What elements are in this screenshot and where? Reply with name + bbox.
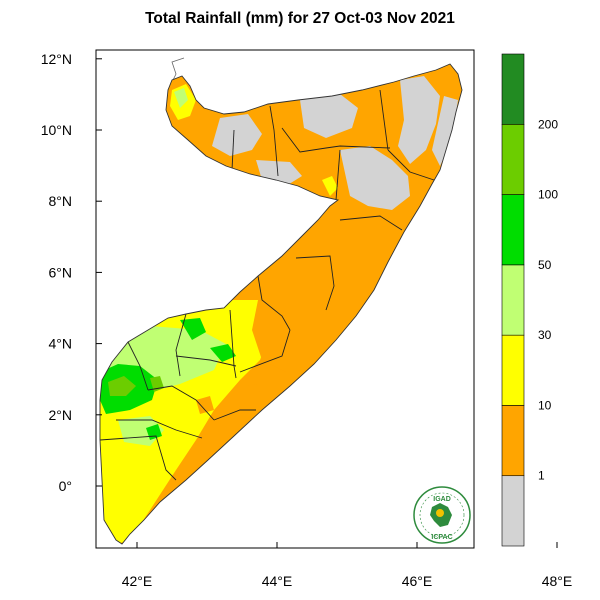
colorbar-bin [501, 264, 525, 336]
colorbar: 1 10 30 50 100 200 [501, 53, 558, 547]
y-tick-label: 10°N [41, 122, 72, 138]
igad-icpac-logo: IGAD ICPAC [413, 486, 471, 544]
logo-sun-icon [436, 509, 444, 517]
rain-zone-30-50-north [174, 88, 188, 108]
x-tick-label: 46°E [402, 573, 433, 589]
x-tick-label: 44°E [262, 573, 293, 589]
rain-zone-1-10-south [196, 268, 350, 414]
y-tick-label: 12°N [41, 51, 72, 67]
logo-wreath [419, 492, 465, 538]
colorbar-label: 100 [538, 188, 558, 202]
colorbar-label: 200 [538, 117, 558, 131]
colorbar-label: 30 [538, 328, 552, 342]
logo-bottom-text: ICPAC [431, 534, 452, 541]
colorbar-bin [501, 334, 525, 406]
colorbar-bin [501, 405, 525, 477]
y-tick-label: 4°N [49, 336, 73, 352]
x-tick-label: 48°E [542, 573, 573, 589]
y-tick-label: 2°N [49, 407, 73, 423]
y-tick-label: 0° [59, 478, 72, 494]
x-tick-label: 42°E [122, 573, 153, 589]
colorbar-bin [501, 194, 525, 266]
y-tick-label: 6°N [49, 264, 73, 280]
admin-boundaries [100, 89, 441, 481]
colorbar-bin [501, 475, 525, 547]
map-title: Total Rainfall (mm) for 27 Oct-03 Nov 20… [145, 10, 455, 27]
y-tick-label: 8°N [49, 193, 73, 209]
colorbar-label: 1 [538, 469, 545, 483]
colorbar-bin [501, 123, 525, 195]
logo-top-text: IGAD [433, 496, 451, 503]
colorbar-label: 10 [538, 398, 552, 412]
colorbar-label: 50 [538, 258, 552, 272]
colorbar-bin [501, 53, 525, 125]
axis-ticks: 42°E44°E46°E48°E50°E12°N10°N8°N6°N4°N2°N… [41, 51, 573, 589]
